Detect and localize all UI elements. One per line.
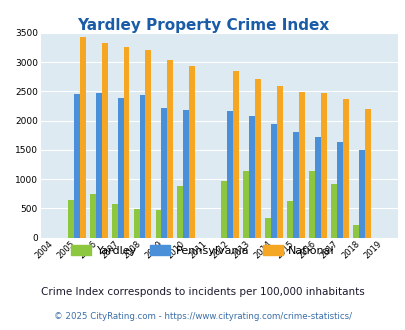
Bar bbox=[183, 110, 189, 238]
Bar bbox=[330, 184, 336, 238]
Bar bbox=[358, 150, 364, 238]
Bar bbox=[298, 92, 304, 238]
Bar bbox=[276, 86, 282, 238]
Bar bbox=[249, 116, 254, 238]
Bar bbox=[133, 209, 139, 238]
Bar bbox=[227, 111, 232, 238]
Bar bbox=[314, 137, 320, 238]
Bar bbox=[308, 171, 314, 238]
Bar bbox=[74, 94, 79, 238]
Bar bbox=[264, 218, 271, 238]
Bar bbox=[111, 204, 117, 238]
Bar bbox=[221, 182, 227, 238]
Bar bbox=[123, 47, 129, 238]
Bar bbox=[167, 60, 173, 238]
Bar bbox=[243, 171, 249, 238]
Bar bbox=[177, 186, 183, 238]
Bar bbox=[145, 50, 151, 238]
Bar bbox=[271, 124, 276, 238]
Bar bbox=[254, 79, 260, 238]
Text: Yardley Property Crime Index: Yardley Property Crime Index bbox=[77, 18, 328, 33]
Bar bbox=[161, 109, 167, 238]
Bar bbox=[292, 132, 298, 238]
Bar bbox=[352, 225, 358, 238]
Bar bbox=[232, 71, 239, 238]
Bar bbox=[286, 201, 292, 238]
Bar bbox=[155, 210, 161, 238]
Bar bbox=[117, 98, 123, 238]
Bar bbox=[336, 142, 342, 238]
Bar bbox=[90, 194, 96, 238]
Bar bbox=[320, 93, 326, 238]
Bar bbox=[364, 109, 370, 238]
Bar bbox=[189, 66, 195, 238]
Bar bbox=[96, 93, 101, 238]
Bar bbox=[79, 37, 85, 238]
Bar bbox=[68, 200, 74, 238]
Bar bbox=[101, 43, 107, 238]
Bar bbox=[139, 95, 145, 238]
Text: Crime Index corresponds to incidents per 100,000 inhabitants: Crime Index corresponds to incidents per… bbox=[41, 287, 364, 297]
Legend: Yardley, Pennsylvania, National: Yardley, Pennsylvania, National bbox=[66, 241, 339, 260]
Text: © 2025 CityRating.com - https://www.cityrating.com/crime-statistics/: © 2025 CityRating.com - https://www.city… bbox=[54, 312, 351, 321]
Bar bbox=[342, 99, 348, 238]
